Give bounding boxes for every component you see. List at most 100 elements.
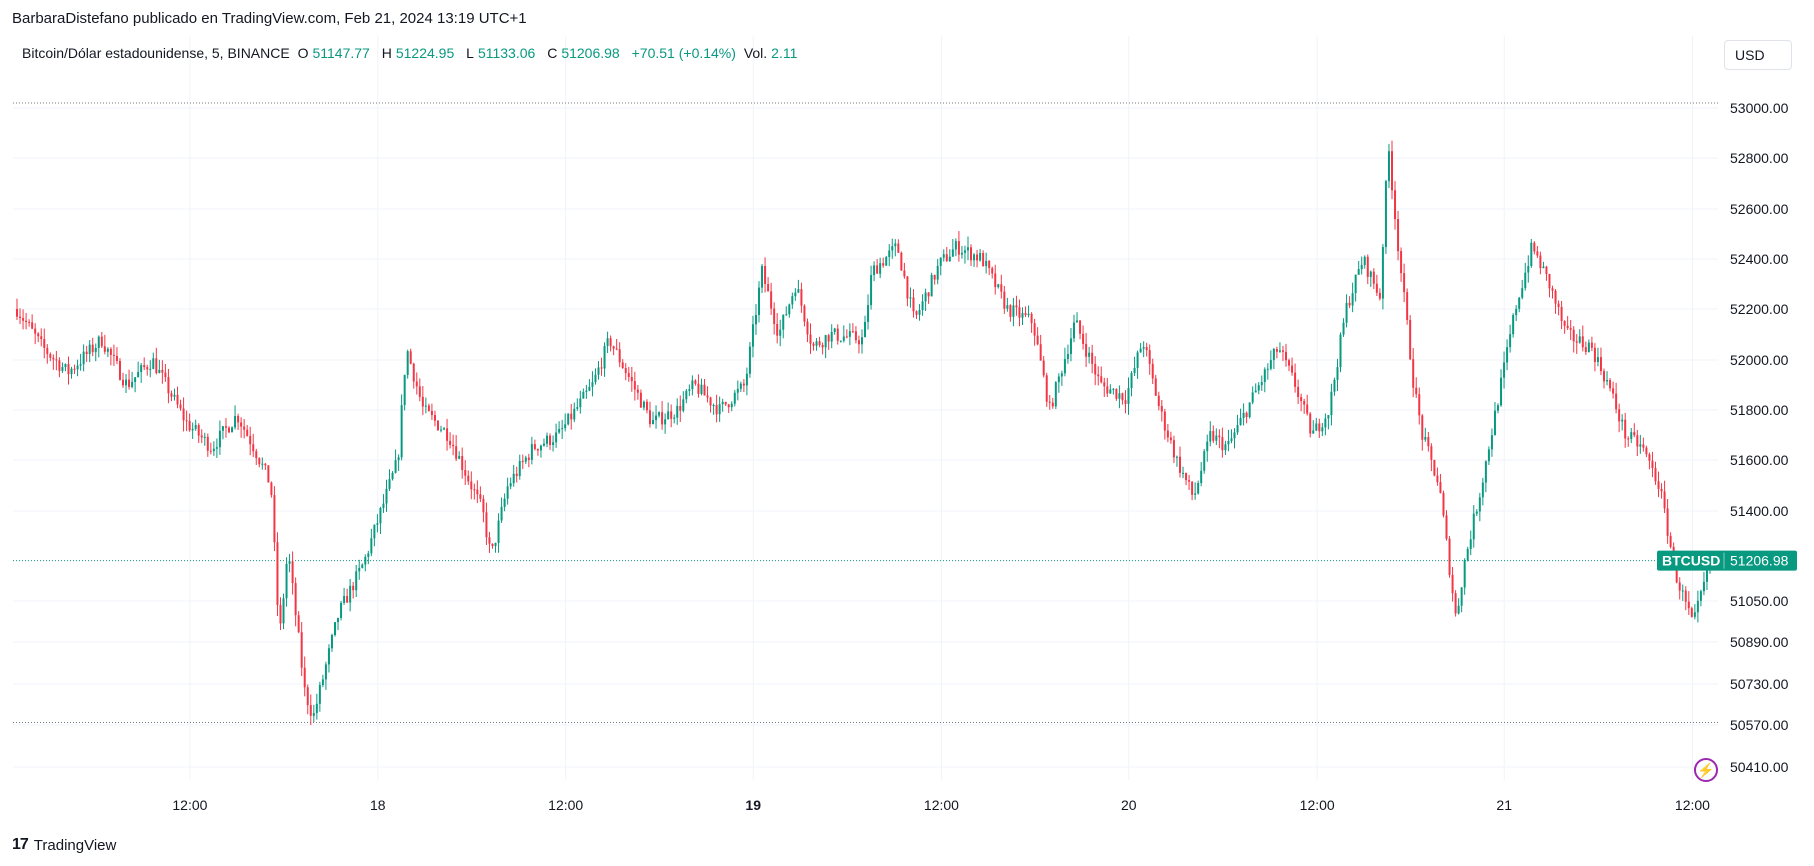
candle [1124, 390, 1127, 414]
candle [1033, 318, 1036, 346]
candle [1094, 356, 1097, 386]
candle [876, 259, 879, 274]
candle [1006, 297, 1009, 312]
candle [894, 239, 897, 257]
price-tick-label: 52800.00 [1730, 150, 1789, 166]
candle [1515, 304, 1518, 321]
candle [1693, 604, 1696, 620]
candle [597, 361, 600, 380]
candle [1169, 431, 1172, 444]
high-value: 51224.95 [395, 45, 455, 61]
candle [1221, 427, 1224, 458]
candle [1394, 181, 1397, 230]
candle [539, 444, 542, 458]
candle [1257, 382, 1260, 395]
candle [1151, 358, 1154, 385]
candle [1045, 372, 1048, 407]
candle [561, 419, 564, 439]
candle [973, 253, 976, 267]
candle [343, 587, 346, 605]
candle [839, 340, 842, 343]
candle [1487, 446, 1490, 465]
candle [833, 327, 836, 335]
candle [764, 257, 767, 293]
candle [1060, 370, 1063, 386]
candle [709, 396, 712, 413]
candle [64, 363, 67, 372]
candle [70, 366, 73, 379]
candle [706, 386, 709, 403]
candle [1606, 371, 1609, 386]
candle [212, 441, 215, 456]
candle [576, 398, 579, 411]
candle [94, 343, 97, 362]
volume-label: Vol. [743, 45, 768, 61]
low-value: 51133.06 [477, 45, 536, 61]
candle [1490, 428, 1493, 457]
candle [770, 282, 773, 315]
candle [1121, 392, 1124, 405]
candle [1699, 589, 1702, 607]
candle [1330, 383, 1333, 426]
change-value: +70.51 (+0.14%) [631, 45, 736, 61]
price-tick-label: 51800.00 [1730, 402, 1789, 418]
last-price-tag: BTCUSD 51206.98 [1657, 550, 1797, 571]
candle [97, 335, 100, 358]
candle [742, 379, 745, 393]
candle [1469, 530, 1472, 556]
candle [415, 372, 418, 395]
time-axis[interactable]: 12:00 18 12:00 19 12:00 20 12:00 21 12:00 [172, 797, 1710, 813]
candle [203, 432, 206, 446]
lightning-icon[interactable]: ⚡ [1694, 758, 1718, 782]
candle [842, 325, 845, 343]
candle [882, 257, 885, 268]
candle [176, 386, 179, 409]
symbol-description[interactable]: Bitcoin/Dólar estadounidense, 5, BINANCE [22, 45, 290, 61]
candle [470, 471, 473, 500]
candle [767, 277, 770, 292]
candle [721, 398, 724, 412]
candle [1191, 481, 1194, 501]
candle [131, 371, 134, 389]
candle [1242, 403, 1245, 426]
candle [542, 438, 545, 447]
time-tick-label: 18 [370, 797, 386, 813]
candle [594, 368, 597, 385]
candle [1072, 314, 1075, 343]
candle [936, 258, 939, 285]
currency-button[interactable]: USD [1724, 40, 1792, 70]
candle [633, 371, 636, 401]
candle [1696, 590, 1699, 623]
candle [443, 426, 446, 431]
candle [642, 400, 645, 411]
candle [194, 419, 197, 431]
candle [1645, 445, 1648, 458]
candle [228, 426, 231, 434]
candle [1336, 358, 1339, 392]
candle [261, 457, 264, 470]
candle [1281, 345, 1284, 361]
ohlc-legend: Bitcoin/Dólar estadounidense, 5, BINANCE… [22, 45, 805, 61]
candle [1369, 270, 1372, 287]
candle [143, 357, 146, 371]
candle [67, 356, 70, 385]
price-axis[interactable]: 53000.00 52800.00 52600.00 52400.00 52200.00… [1730, 100, 1789, 775]
candle [909, 287, 912, 308]
candle [237, 413, 240, 431]
candle [364, 554, 367, 572]
candle [1363, 255, 1366, 269]
candle [824, 334, 827, 359]
candle [1284, 343, 1287, 367]
candle [1294, 363, 1297, 393]
candle [249, 426, 252, 456]
candle [1575, 333, 1578, 354]
candle [1678, 577, 1681, 600]
price-tick-label: 50890.00 [1730, 634, 1789, 650]
candle [1079, 319, 1082, 340]
candle [1000, 274, 1003, 299]
candle [1533, 241, 1536, 255]
candle [1351, 282, 1354, 313]
candle [797, 279, 800, 294]
candle [754, 304, 757, 335]
